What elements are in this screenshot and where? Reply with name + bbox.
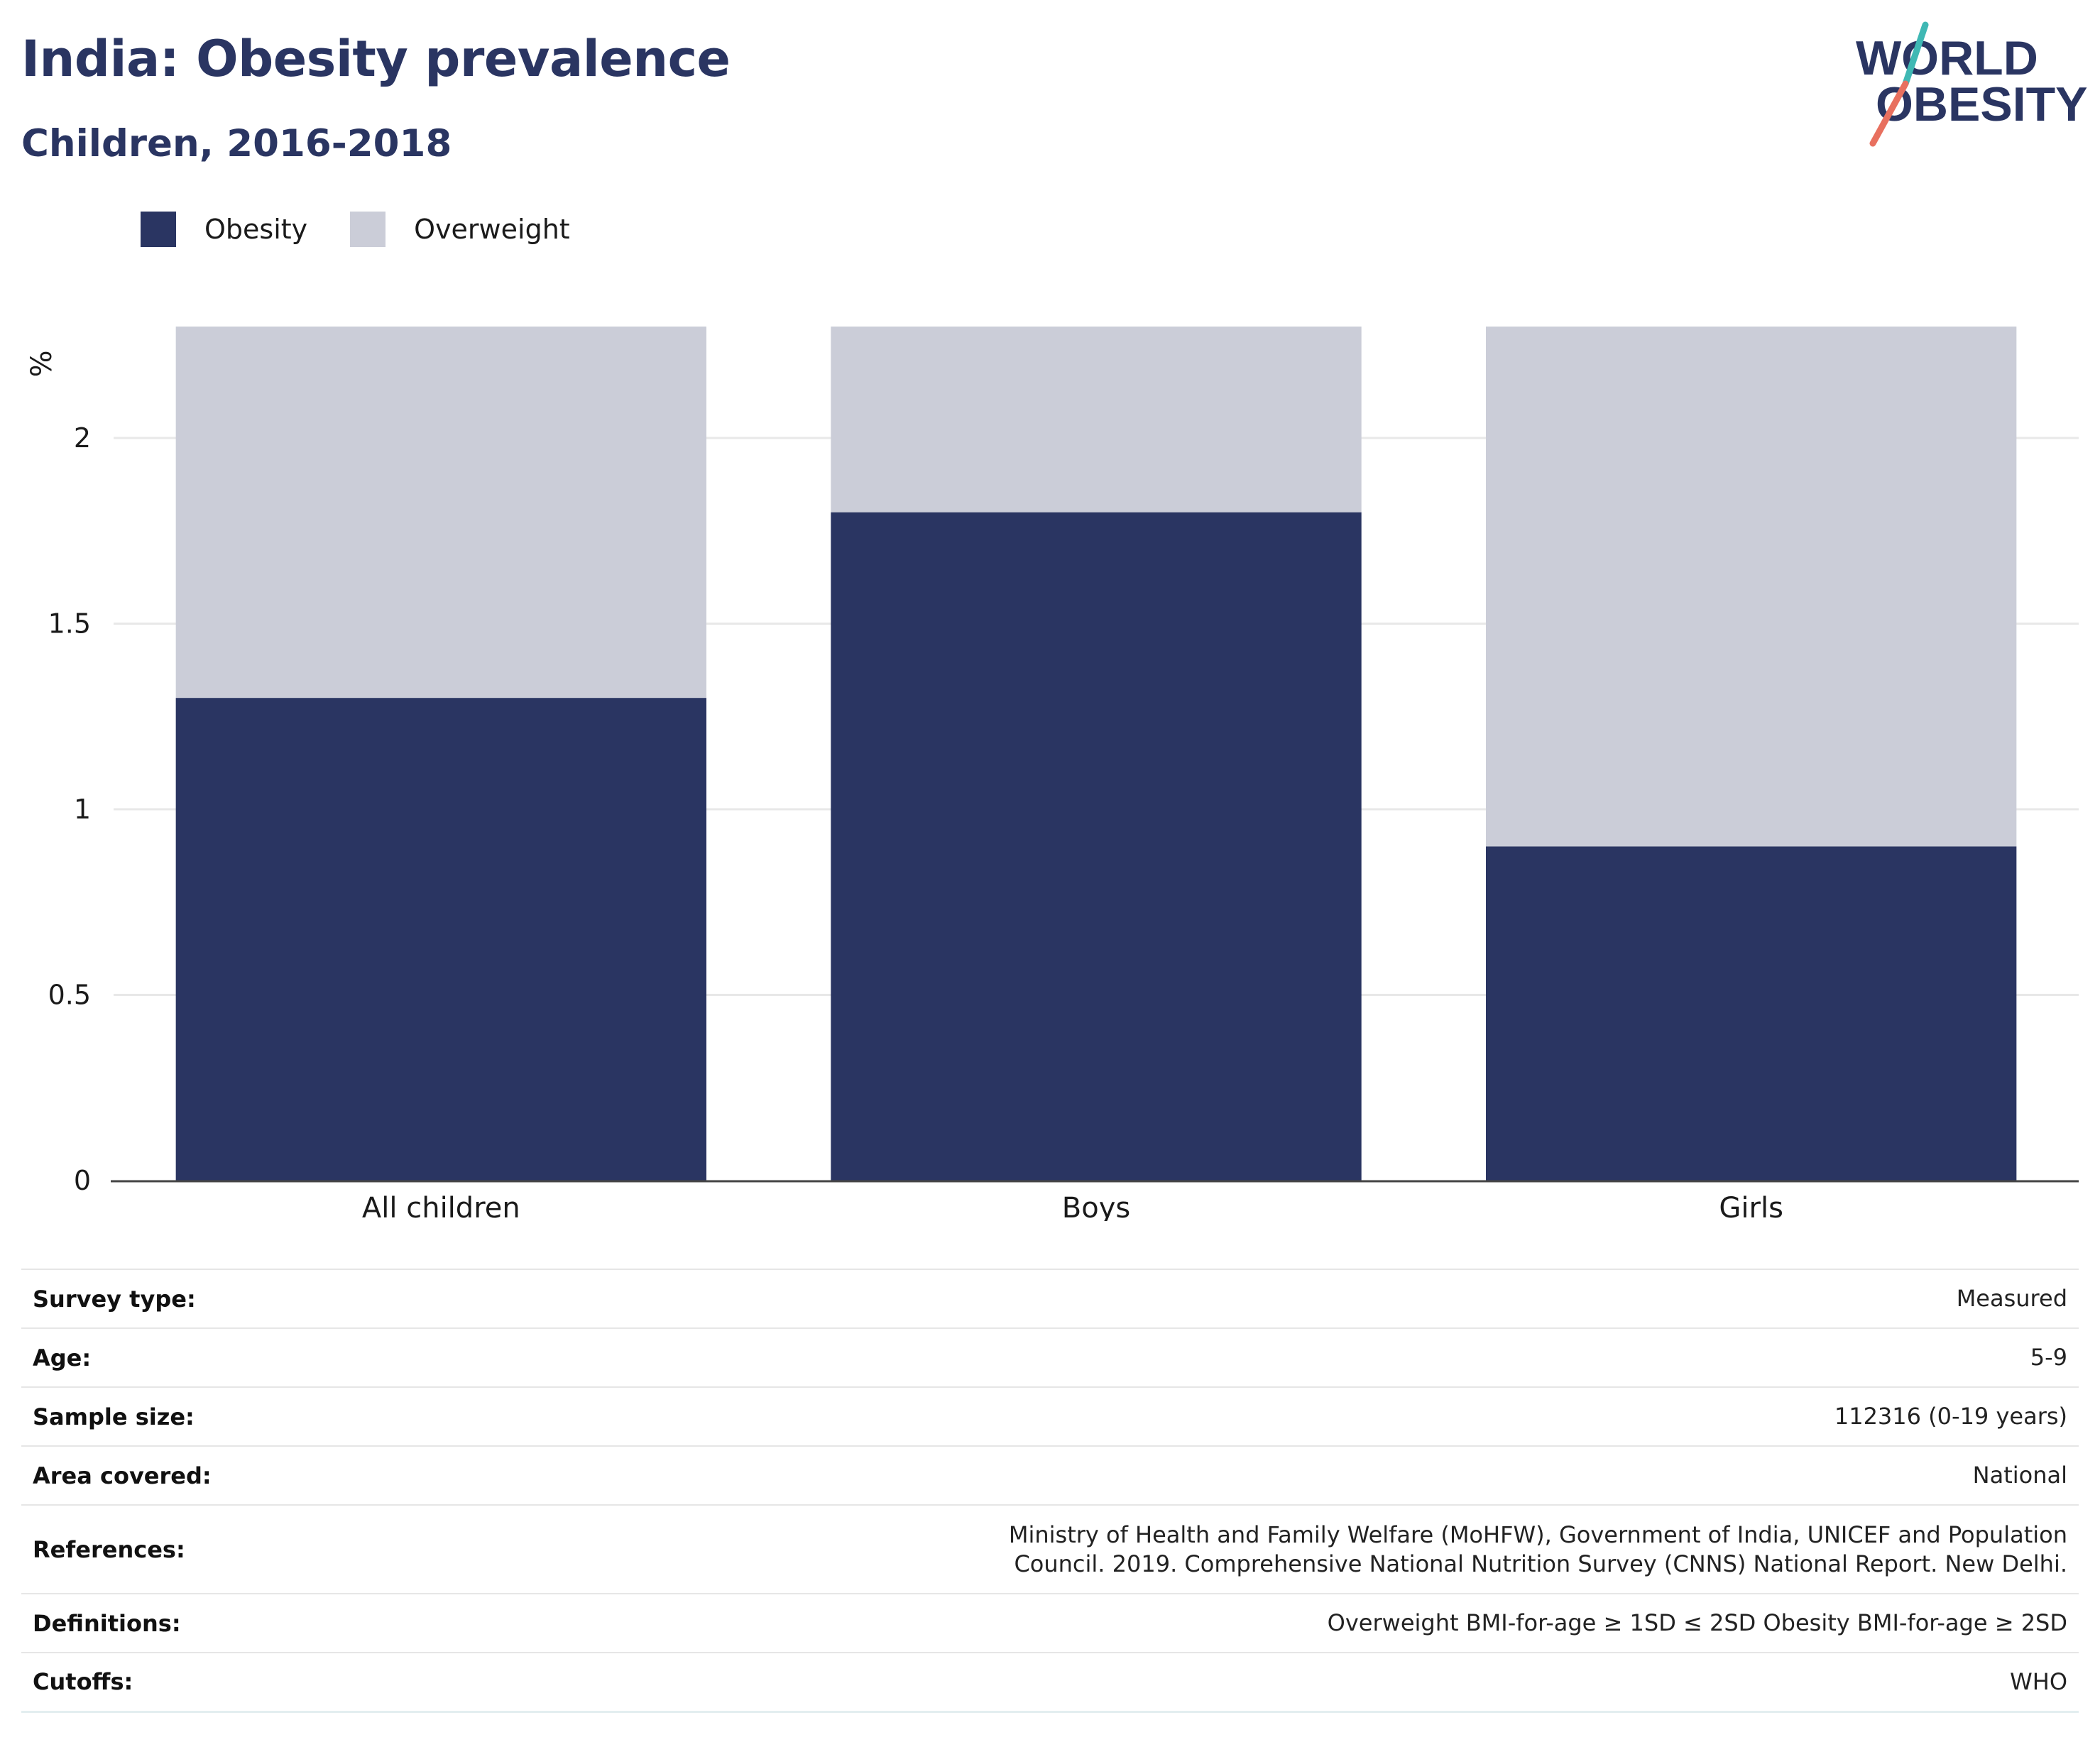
info-row: Sample size: 112316 (0-19 years) [21, 1387, 2079, 1446]
info-key: Survey type: [33, 1285, 196, 1313]
bars [175, 327, 2017, 1181]
info-row: Survey type: Measured [21, 1269, 2079, 1328]
survey-info-table: Survey type: Measured Age: 5-9 Sample size: 1… [21, 1269, 2079, 1713]
info-key: Cutoffs: [33, 1668, 133, 1696]
x-tick-label: All children [362, 1192, 520, 1221]
page-title: India: Obesity prevalence [21, 30, 731, 88]
info-key: Area covered: [33, 1462, 212, 1489]
bar-obesity-all-children [175, 698, 707, 1181]
logo-slash-top [1902, 21, 1929, 87]
x-tick-label: Girls [1719, 1192, 1783, 1221]
legend-swatch-overweight [350, 212, 386, 247]
info-value: 5-9 [2030, 1344, 2067, 1371]
legend-label-obesity: Obesity [204, 214, 308, 245]
y-axis-title: % [26, 350, 58, 377]
world-obesity-logo: WORLD OBESITY [1856, 21, 2087, 147]
info-row: Age: 5-9 [21, 1328, 2079, 1387]
info-row: Area covered: National [21, 1446, 2079, 1505]
x-tick-label: Boys [1062, 1192, 1130, 1221]
y-tick-label: 0 [74, 1165, 91, 1196]
info-key: Definitions: [33, 1609, 181, 1637]
info-row: Cutoffs: WHO [21, 1653, 2079, 1712]
bar-overweight-boys [831, 327, 1362, 513]
info-row: References: Ministry of Health and Family… [21, 1505, 2079, 1594]
info-value: WHO [2010, 1667, 2067, 1695]
info-value: Measured [1956, 1285, 2067, 1312]
info-row: Definitions: Overweight BMI-for-age ≥ 1SD… [21, 1594, 2079, 1653]
info-value: 112316 (0-19 years) [1834, 1403, 2067, 1430]
page-subtitle: Children, 2016-2018 [21, 122, 452, 165]
info-key: Age: [33, 1344, 92, 1371]
legend-swatch-obesity [141, 212, 176, 247]
bar-obesity-boys [831, 512, 1362, 1181]
legend-item-obesity[interactable]: Obesity [141, 212, 307, 247]
info-key: References: [33, 1535, 185, 1563]
info-value: National [1972, 1462, 2067, 1489]
info-value: Ministry of Health and Family Welfare (M… [1008, 1521, 2067, 1577]
y-tick-label: 1 [74, 794, 91, 825]
logo-line-1: WORLD [1856, 31, 2038, 85]
legend-label-overweight: Overweight [414, 214, 570, 245]
y-tick-label: 0.5 [48, 980, 91, 1011]
logo-slash-bottom [1869, 80, 1909, 147]
info-key: Sample size: [33, 1403, 195, 1430]
legend-item-overweight[interactable]: Overweight [350, 212, 570, 247]
y-tick-label: 1.5 [48, 608, 91, 640]
bar-overweight-girls [1485, 327, 2017, 847]
chart-legend: Obesity Overweight [141, 212, 613, 247]
bar-obesity-girls [1485, 846, 2017, 1181]
y-tick-label: 2 [74, 422, 91, 454]
bar-overweight-all-children [175, 327, 707, 699]
info-value: Overweight BMI-for-age ≥ 1SD ≤ 2SD Obesi… [1327, 1609, 2067, 1636]
logo-line-2: OBESITY [1876, 77, 2087, 131]
